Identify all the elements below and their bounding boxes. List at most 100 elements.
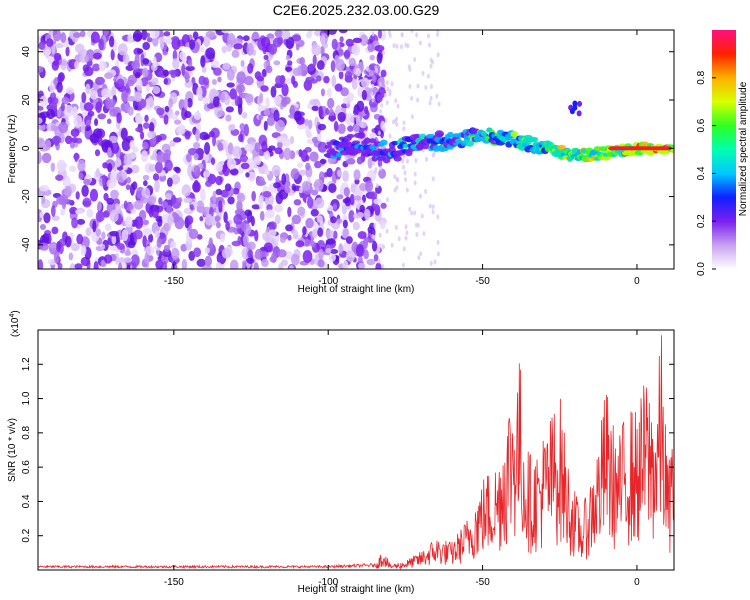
signal-dot xyxy=(357,132,366,139)
noise-dot xyxy=(395,43,399,49)
noise-dot xyxy=(103,254,113,264)
noise-dot xyxy=(215,163,223,172)
noise-dot xyxy=(124,250,132,257)
noise-dot xyxy=(53,250,60,264)
noise-dot xyxy=(93,261,99,269)
noise-dot xyxy=(418,193,422,199)
noise-dot xyxy=(163,244,170,252)
noise-dot xyxy=(436,251,440,257)
noise-dot xyxy=(268,43,278,55)
noise-dot xyxy=(110,140,120,154)
noise-dot xyxy=(379,165,383,171)
noise-dot xyxy=(152,86,161,95)
x-tick-label: 0 xyxy=(634,577,640,588)
noise-dot xyxy=(320,45,325,56)
noise-dot xyxy=(424,84,428,90)
noise-dot xyxy=(251,204,261,210)
noise-dot xyxy=(181,63,186,76)
noise-dot xyxy=(39,224,47,231)
y-tick-label: 20 xyxy=(21,94,32,106)
noise-dot xyxy=(345,112,355,126)
noise-dot xyxy=(371,31,375,37)
noise-dot xyxy=(311,105,319,112)
noise-dot xyxy=(413,57,417,63)
signal-dot xyxy=(663,146,672,151)
noise-dot xyxy=(56,81,63,93)
noise-dot xyxy=(372,160,376,166)
noise-dot xyxy=(85,227,92,237)
noise-dot xyxy=(118,262,123,269)
noise-dot xyxy=(371,240,378,252)
noise-dot xyxy=(117,43,128,56)
noise-dot xyxy=(364,208,371,221)
noise-dot xyxy=(244,93,254,104)
noise-dot xyxy=(167,214,174,226)
noise-dot xyxy=(38,259,44,269)
noise-dot xyxy=(109,170,120,183)
noise-dot xyxy=(292,229,299,240)
noise-dot xyxy=(419,251,423,257)
signal-dot xyxy=(393,155,402,162)
noise-dot xyxy=(317,259,325,268)
noise-dot xyxy=(205,180,213,188)
noise-dot xyxy=(150,155,156,161)
noise-dot xyxy=(338,30,348,34)
noise-dot xyxy=(256,75,265,82)
noise-dot xyxy=(229,123,236,131)
noise-dot xyxy=(298,169,307,176)
noise-dot xyxy=(285,224,293,232)
noise-dot xyxy=(307,196,314,209)
noise-dot xyxy=(377,30,383,39)
noise-dot xyxy=(366,258,376,266)
noise-dot xyxy=(141,187,151,199)
noise-dot xyxy=(232,146,242,158)
noise-dot xyxy=(227,33,236,47)
noise-dot xyxy=(402,126,406,132)
noise-dot xyxy=(76,233,84,245)
noise-dot xyxy=(433,259,437,265)
noise-dot xyxy=(97,200,102,212)
noise-dot xyxy=(328,115,337,121)
signal-dot xyxy=(368,138,377,144)
noise-dot xyxy=(222,62,231,70)
noise-dot xyxy=(247,241,256,251)
noise-dot xyxy=(225,106,234,113)
noise-dot xyxy=(64,135,73,145)
spectrogram-frame xyxy=(37,29,675,270)
noise-dot xyxy=(406,43,410,49)
noise-dot xyxy=(127,106,134,116)
noise-dot xyxy=(261,258,269,268)
noise-dot xyxy=(300,149,308,163)
noise-dot xyxy=(87,110,95,117)
signal-dot xyxy=(324,144,333,149)
noise-dot xyxy=(395,122,399,128)
noise-dot xyxy=(193,179,200,192)
noise-dot xyxy=(332,203,338,210)
noise-dot xyxy=(316,60,325,71)
noise-dot xyxy=(429,63,433,69)
noise-dot xyxy=(50,162,56,173)
noise-dot xyxy=(104,223,112,231)
noise-dot xyxy=(362,237,369,250)
noise-dot xyxy=(63,104,74,118)
noise-dot xyxy=(363,249,369,260)
noise-dot xyxy=(203,134,211,140)
noise-dot xyxy=(287,206,292,218)
noise-dot xyxy=(181,259,188,269)
noise-dot xyxy=(53,52,62,62)
noise-dot xyxy=(392,43,396,49)
noise-dot xyxy=(325,247,332,254)
noise-dot xyxy=(271,164,281,177)
noise-dot xyxy=(224,183,232,192)
noise-dot xyxy=(229,88,237,100)
noise-dot xyxy=(400,32,404,38)
noise-dot xyxy=(369,222,375,230)
noise-dot xyxy=(38,105,44,112)
noise-dot xyxy=(355,114,361,127)
noise-dot xyxy=(374,204,381,216)
noise-dot xyxy=(288,189,295,196)
noise-dot xyxy=(421,71,425,77)
noise-dot xyxy=(65,87,74,95)
noise-dot xyxy=(336,218,343,224)
noise-dot xyxy=(274,119,285,132)
